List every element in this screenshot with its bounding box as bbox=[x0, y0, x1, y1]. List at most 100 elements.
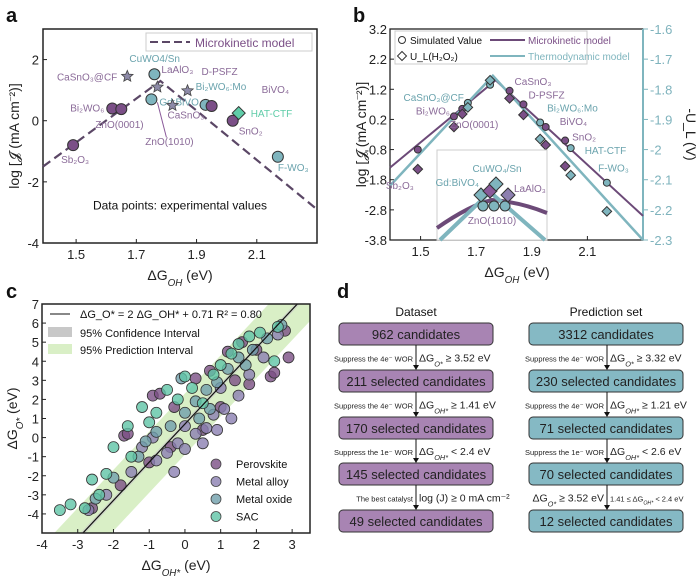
panel-label-a: a bbox=[6, 5, 18, 27]
point-label-a: F-WO₃ bbox=[278, 163, 309, 174]
step-right-label-rest: < 2.6 eV bbox=[639, 446, 681, 458]
y-tick-label-c: 3 bbox=[32, 373, 39, 388]
y-right-tick-label-b: -1.8 bbox=[650, 82, 672, 97]
simulated-point-b bbox=[519, 100, 528, 109]
arrow-head-icon bbox=[604, 412, 610, 417]
x-tick-label-c: -2 bbox=[108, 537, 120, 552]
step-right-label-main: ΔG bbox=[419, 353, 434, 365]
legend-marker-2 bbox=[210, 493, 222, 505]
point-label-a: Bi₂WO₆ bbox=[70, 103, 104, 114]
arrow-head-icon bbox=[413, 458, 419, 463]
step-right-label-sub: OH* bbox=[434, 406, 449, 415]
ul-point-b bbox=[504, 92, 516, 104]
step-right-label: ΔGOH* < 2.6 eV bbox=[610, 446, 681, 462]
scatter-point-sac bbox=[121, 420, 134, 433]
data-point-a bbox=[145, 93, 158, 106]
arrow-head-icon bbox=[413, 505, 419, 510]
scatter-point-metal-alloy bbox=[150, 454, 163, 467]
legend-box-a bbox=[145, 32, 313, 52]
scatter-point-metal-oxide bbox=[150, 425, 163, 438]
data-point-a bbox=[165, 98, 180, 112]
point-label-a: BiVO₄ bbox=[262, 85, 289, 96]
y-tick-label-c: 7 bbox=[32, 297, 39, 312]
x-axis-label-a-main: ΔG bbox=[147, 267, 167, 283]
scatter-point-sac bbox=[143, 416, 156, 429]
scatter-point-metal-alloy bbox=[218, 403, 231, 415]
step-right-label: ΔGOH* < 2.4 eV bbox=[419, 446, 490, 462]
step-right-label: log (J) ≥ 0 mA cm⁻² bbox=[419, 493, 510, 505]
simulated-point-b bbox=[541, 122, 550, 131]
y-axis-label-c-sub: O* bbox=[15, 417, 26, 430]
step-left-label: The best catalyst bbox=[356, 495, 414, 504]
scatter-point-sac bbox=[78, 502, 91, 515]
step-right-label-rest: < 2.4 eV bbox=[653, 495, 683, 504]
x-tick-label-a: 2.1 bbox=[248, 247, 266, 262]
scatter-point-metal-alloy bbox=[200, 422, 213, 434]
scatter-point-metal-alloy bbox=[125, 466, 138, 478]
inset-label: CuWO₄/Sn bbox=[472, 164, 521, 175]
point-label-b: BiVO₄ bbox=[560, 117, 587, 128]
x-tick-label-b: 1.7 bbox=[467, 244, 485, 259]
step-left-label-main: Suppress the 4e⁻ WOR bbox=[525, 355, 605, 364]
data-point-a bbox=[115, 103, 128, 116]
y-tick-label-c: 0 bbox=[32, 431, 39, 446]
step-right-label-rest: ≥ 1.41 eV bbox=[448, 400, 496, 412]
simulated-point-b bbox=[449, 112, 458, 121]
y-axis-label-c-main: ΔG bbox=[4, 429, 20, 449]
scatter-point-sac bbox=[268, 355, 281, 368]
step-right-label-main: ΔG bbox=[610, 446, 625, 458]
inset-circle bbox=[499, 200, 511, 212]
step-left-label-sub: O* bbox=[548, 499, 558, 508]
step-right-label-sub: OH* bbox=[625, 406, 640, 415]
y-tick-label-a: 2 bbox=[32, 53, 39, 68]
legend-label-simulated: Simulated Value bbox=[410, 36, 483, 47]
y-tick-label-b: -2.8 bbox=[365, 203, 387, 218]
point-label-b: F-WO₃ bbox=[598, 164, 629, 175]
scatter-point-metal-alloy bbox=[196, 437, 209, 450]
candidate-box bbox=[528, 509, 684, 533]
x-axis-label-b-rest: (eV) bbox=[519, 264, 549, 280]
step-left-label-main: Suppress the 4e⁻ WOR bbox=[334, 402, 414, 411]
scatter-point-sac bbox=[271, 320, 284, 333]
candidate-box-label: 211 selected candidates bbox=[346, 374, 486, 389]
plot-area-c bbox=[53, 304, 310, 533]
step-right-label-rest: ≥ 3.32 eV bbox=[634, 353, 682, 365]
step-left-label-main: ΔG bbox=[532, 493, 547, 505]
panel-label-d: d bbox=[337, 281, 349, 303]
legend-diamond-icon bbox=[396, 50, 408, 62]
point-label-b: Bi₂WO₆ bbox=[416, 106, 450, 117]
step-left-label: ΔGO* ≥ 3.52 eV bbox=[532, 493, 604, 509]
y-tick-label-c: 1 bbox=[32, 412, 39, 427]
y-tick-label-a: 0 bbox=[32, 114, 39, 129]
step-left-label-main: Suppress the 1e⁻ WOR bbox=[525, 448, 605, 457]
scatter-point-sac bbox=[53, 504, 66, 517]
arrow-label-zno1010: ZnO(1010) bbox=[145, 137, 193, 148]
legend-fit-label: ΔG_O* = 2 ΔG_OH* + 0.71 R² = 0.80 bbox=[80, 309, 262, 321]
data-point-a bbox=[180, 83, 195, 97]
legend-label-a: Microkinetic model bbox=[195, 36, 294, 50]
point-label-a: SnO₂ bbox=[239, 127, 263, 138]
y-right-tick-label-b: -2 bbox=[650, 143, 662, 158]
scatter-point-sac bbox=[171, 393, 184, 406]
step-right-label-rest: ≥ 3.52 eV bbox=[443, 353, 491, 365]
scatter-point-metal-oxide bbox=[200, 383, 213, 396]
point-label-a: CaSnO₃@CF bbox=[57, 72, 117, 83]
scatter-point-sac bbox=[179, 370, 191, 383]
scatter-point-sac bbox=[125, 450, 138, 463]
ul-point-b bbox=[456, 108, 468, 120]
x-axis-label-c: ΔGOH* (eV) bbox=[141, 557, 210, 579]
scatter-point-metal-alloy bbox=[232, 389, 245, 402]
scatter-point-metal-oxide bbox=[239, 359, 252, 371]
step-left-label: Suppress the 1e⁻ WOR bbox=[334, 448, 414, 457]
candidate-box-label: 71 selected candidates bbox=[540, 421, 673, 436]
legend-marker-3 bbox=[210, 511, 222, 522]
step-right-label-main: log (J) ≥ 0 mA cm⁻² bbox=[419, 493, 510, 505]
inset-label: ZnO(1010) bbox=[468, 216, 516, 227]
x-axis-label-a: ΔGOH (eV) bbox=[147, 267, 212, 289]
y-tick-label-b: 0.2 bbox=[369, 112, 387, 127]
candidate-box-label: 230 selected candidates bbox=[536, 374, 677, 389]
step-right-label-rest: < 2.4 eV bbox=[448, 446, 490, 458]
y-tick-label-b: -0.8 bbox=[365, 143, 387, 158]
x-tick-label-c: -1 bbox=[143, 537, 155, 552]
simulated-point-b bbox=[602, 178, 611, 187]
